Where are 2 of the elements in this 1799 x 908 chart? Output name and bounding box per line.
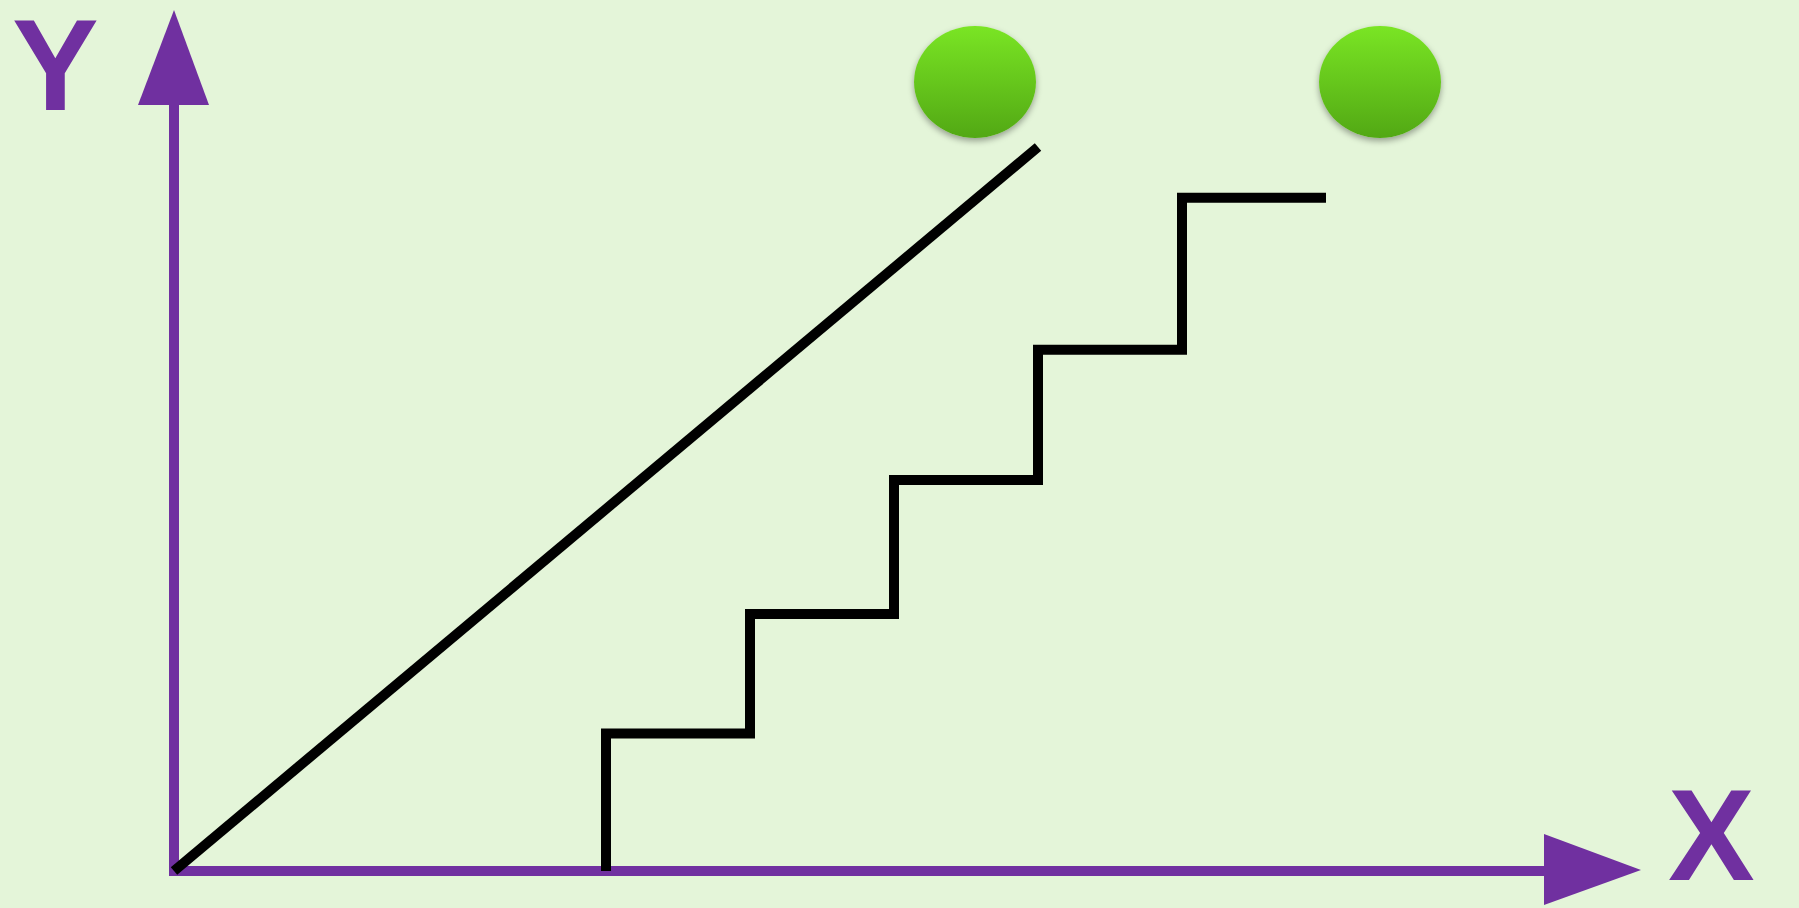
x-axis-title: X [1668,762,1755,908]
y-axis-title: Y [12,0,99,138]
